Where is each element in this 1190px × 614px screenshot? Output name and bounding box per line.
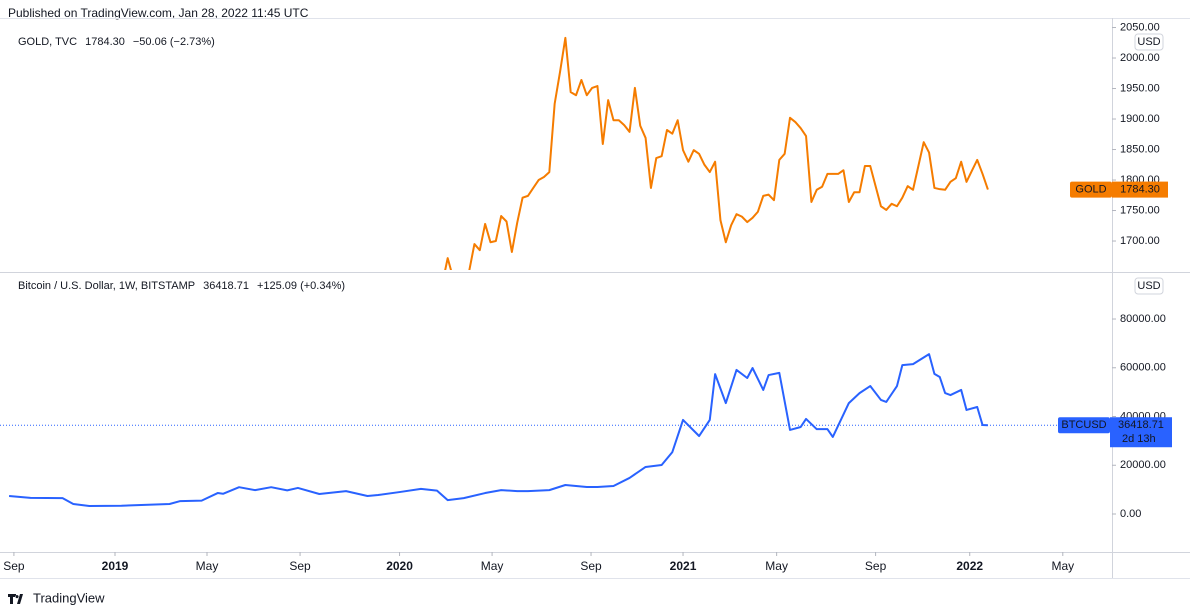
currency-box — [1134, 33, 1164, 51]
y-tick-label: 1700.00 — [1120, 235, 1160, 247]
logo-text: TradingView — [33, 590, 105, 605]
x-tick-label: 2020 — [386, 559, 413, 573]
y-tick-label: 0.00 — [1120, 508, 1141, 520]
legend-title: GOLD, TVC — [18, 36, 77, 48]
legend-change: −50.06 (−2.73%) — [133, 36, 215, 48]
currency-label: USD — [1137, 36, 1160, 48]
symbol-tag — [1070, 181, 1112, 198]
x-tick-label: May — [1051, 559, 1074, 573]
x-tick-label: May — [765, 559, 788, 573]
legend-value: 1784.30 — [85, 36, 125, 48]
x-tick-label: May — [196, 559, 219, 573]
price-line — [8, 353, 988, 507]
x-tick-label: May — [481, 559, 504, 573]
price-tag — [1112, 181, 1168, 198]
y-tick-label: 80000.00 — [1120, 313, 1166, 325]
x-tick-label: 2022 — [956, 559, 983, 573]
y-tick-label: 1850.00 — [1120, 143, 1160, 155]
y-tick-label: 1950.00 — [1120, 82, 1160, 94]
y-tick-label: 2050.00 — [1120, 21, 1160, 33]
price-line — [444, 36, 989, 270]
x-tick-label: 2021 — [670, 559, 697, 573]
price-tag — [1110, 417, 1172, 448]
legend-change: +125.09 (+0.34%) — [257, 280, 345, 292]
legend-title: Bitcoin / U.S. Dollar, 1W, BITSTAMP — [18, 280, 195, 292]
y-tick-label: 60000.00 — [1120, 362, 1166, 374]
symbol-tag — [1058, 417, 1110, 434]
y-tick-label: 1750.00 — [1120, 204, 1160, 216]
currency-label: USD — [1137, 280, 1160, 292]
published-header: Published on TradingView.com, Jan 28, 20… — [8, 6, 309, 20]
x-tick-label: Sep — [580, 559, 602, 573]
y-tick-label: 1900.00 — [1120, 113, 1160, 125]
legend-value: 36418.71 — [203, 280, 249, 292]
logo-icon — [8, 594, 23, 604]
price-tag-label: 1784.30 — [1120, 184, 1160, 196]
x-tick-label: Sep — [865, 559, 887, 573]
x-tick-label: Sep — [3, 559, 25, 573]
symbol-tag-label: BTCUSD — [1061, 419, 1106, 431]
tradingview-logo: TradingView — [8, 590, 105, 605]
price-tag-label: 36418.71 — [1118, 419, 1164, 431]
x-tick-label: Sep — [289, 559, 311, 573]
currency-box — [1134, 277, 1164, 295]
y-tick-label: 20000.00 — [1120, 459, 1166, 471]
countdown-label: 2d 13h — [1122, 433, 1156, 445]
symbol-tag-label: GOLD — [1075, 184, 1106, 196]
y-tick-label: 2000.00 — [1120, 52, 1160, 64]
x-tick-label: 2019 — [102, 559, 129, 573]
